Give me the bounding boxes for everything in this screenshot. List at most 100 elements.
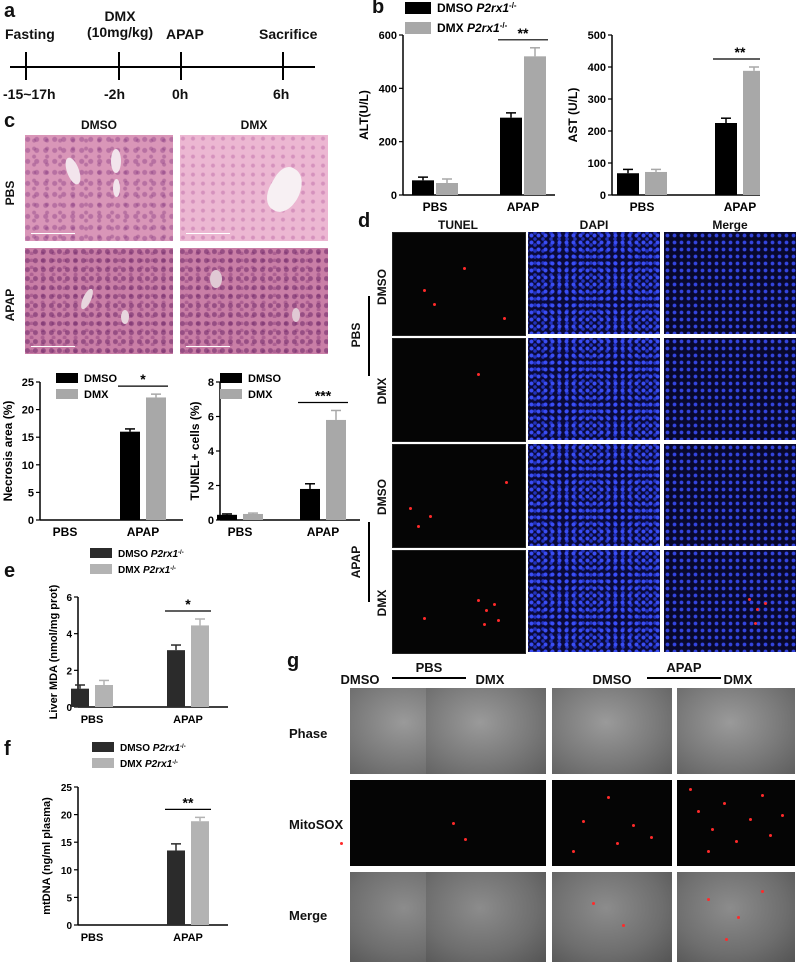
tunel-col-header: Merge (712, 218, 748, 232)
y-tick-label: 2 (66, 666, 72, 677)
mitosox-col-header: DMX (475, 672, 505, 687)
timeline-tick (25, 52, 27, 80)
y-axis-label: mtDNA (ng/ml plasma) (41, 797, 53, 915)
bar (743, 70, 760, 195)
legend-swatch (56, 389, 78, 399)
bar (524, 56, 546, 196)
y-axis-label: ALT(U/L) (357, 90, 371, 140)
y-tick-label: 400 (379, 83, 397, 95)
y-tick-label: 300 (588, 94, 606, 106)
y-tick-label: 10 (22, 460, 34, 472)
necrosis-chart: 0 5 10 15 20 25 Necrosis area (%) PBS APAP * DMSO D… (1, 371, 183, 539)
merge-image (664, 550, 796, 652)
mda-chart: 0 2 4 6 Liver MDA (nmol/mg prot) PBS APAP * DMSO… (48, 548, 228, 726)
y-tick-label: 8 (208, 377, 214, 389)
x-tick-label: PBS (630, 200, 655, 214)
legend-label: DMX P2rx1-/- (118, 565, 176, 576)
legend-swatch (90, 548, 112, 558)
mitosox-col-header: DMX (723, 672, 753, 687)
x-tick-label: PBS (81, 714, 104, 726)
he-col-header: DMX (240, 118, 268, 132)
y-tick-label: 0 (391, 190, 397, 202)
legend-label: DMSO (248, 373, 281, 385)
y-tick-label: 6 (66, 593, 72, 604)
timeline-time-label: -15~17h (3, 86, 56, 102)
he-image-dmx-apap (180, 248, 328, 354)
timeline-time-label: 6h (273, 86, 290, 102)
mitosox-row-label: Merge (289, 908, 328, 923)
y-tick-label: 20 (61, 811, 73, 822)
mitosox-image (426, 780, 546, 866)
bar (326, 419, 346, 520)
legend-label: DMX P2rx1-/- (437, 21, 508, 36)
he-row-label: PBS (3, 180, 17, 206)
legend-swatch (220, 389, 242, 399)
panel-label-e: e (4, 560, 16, 582)
y-tick-label: 25 (61, 783, 73, 794)
panel-label-b: b (372, 0, 385, 18)
panel-label-d: d (358, 210, 371, 232)
tunel-col-header: TUNEL (438, 218, 478, 232)
panel-label-f: f (4, 738, 11, 760)
mitosox-row-label: MitoSOX (289, 817, 344, 832)
legend-label: DMX (248, 389, 273, 401)
significance-label: ** (735, 44, 746, 60)
y-tick-label: 0 (600, 190, 606, 202)
bar (243, 513, 263, 520)
y-tick-label: 600 (379, 30, 397, 42)
phase-image (426, 688, 546, 774)
legend-swatch (92, 758, 114, 768)
panel-label-a: a (4, 0, 16, 22)
mitosox-image (677, 780, 795, 866)
x-tick-label: APAP (507, 200, 539, 214)
y-tick-label: 2 (208, 481, 214, 493)
mitosox-row-label: Phase (289, 726, 328, 741)
y-tick-label: 400 (588, 62, 606, 74)
legend-label: DMX P2rx1-/- (120, 759, 178, 770)
tunel-col-header: DAPI (579, 218, 609, 232)
timeline-tick (118, 52, 120, 80)
tunel-row-label: DMX (375, 589, 389, 617)
legend-swatch (90, 564, 112, 574)
tunel-image (392, 444, 526, 548)
bar (715, 123, 737, 195)
x-tick-label: APAP (127, 525, 159, 539)
y-tick-label: 0 (66, 921, 72, 932)
x-tick-label: PBS (81, 932, 104, 944)
y-tick-label: 200 (379, 137, 397, 149)
x-tick-label: APAP (724, 200, 756, 214)
timeline-event-label: DMX (10mg/kg) (86, 8, 154, 40)
dapi-image (528, 550, 660, 652)
he-row-label: APAP (3, 288, 17, 322)
significance-label: *** (315, 387, 332, 403)
x-tick-label: APAP (307, 525, 339, 539)
bar (412, 180, 434, 195)
y-tick-label: 0 (208, 515, 214, 527)
timeline-time-label: 0h (172, 86, 189, 102)
bar (167, 850, 185, 925)
mitosox-image (552, 780, 672, 866)
y-tick-label: 10 (61, 866, 73, 877)
tunel-group-label: PBS (349, 322, 363, 348)
he-col-header: DMSO (81, 118, 117, 132)
x-tick-label: APAP (173, 714, 203, 726)
mitosox-col-header: DMSO (592, 672, 632, 687)
significance-label: * (185, 596, 191, 612)
y-tick-label: 25 (22, 377, 34, 389)
y-tick-label: 15 (22, 432, 34, 444)
tunel-image (392, 338, 526, 442)
tunel-chart: 0 2 4 6 8 TUNEL+ cells (%) PBS APAP *** DMSO DMX (188, 373, 360, 539)
y-tick-label: 6 (208, 412, 214, 424)
bar (217, 514, 237, 520)
bar (617, 173, 639, 195)
mitosox-group-label: APAP (666, 660, 702, 675)
dapi-image (528, 232, 660, 334)
tunel-row-label: DMSO (375, 269, 389, 305)
bar (146, 397, 166, 520)
merge-image (664, 444, 796, 546)
y-axis-label: Liver MDA (nmol/mg prot) (48, 584, 60, 719)
tunel-image (392, 550, 526, 654)
y-tick-label: 0 (28, 515, 34, 527)
timeline-axis (10, 66, 315, 68)
mitosox-col-header: DMSO (340, 672, 380, 687)
